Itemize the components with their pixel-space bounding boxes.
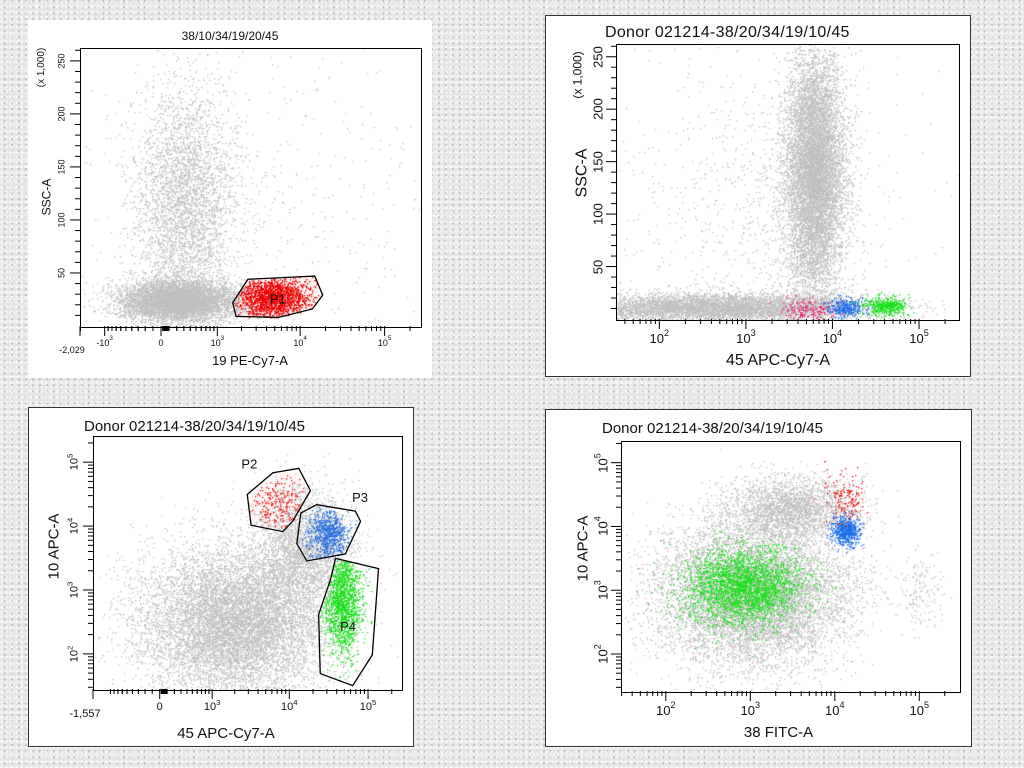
x-tick-label: 103 (210, 335, 225, 348)
x-tick-label: 104 (825, 700, 845, 718)
x-tick-label: 103 (203, 698, 221, 713)
plot-area (616, 44, 960, 321)
plot-panel-4: Donor 021214-38/20/34/19/10/45 38 FITC-A… (545, 409, 972, 747)
x-tick-label: 103 (740, 700, 761, 718)
gate-label-p1: P1 (270, 291, 286, 306)
x-tick-label: 0 (156, 701, 163, 713)
x-tick-label: 104 (281, 698, 298, 713)
y-tick-label: 250 (590, 45, 606, 68)
x-tick-label: 105 (359, 698, 377, 713)
y-tick-label: 50 (56, 267, 67, 278)
y-tick-label: 150 (56, 159, 67, 175)
plot-title: Donor 021214-38/20/34/19/10/45 (84, 418, 306, 435)
x-tick-label: 105 (909, 328, 929, 346)
y-tick-label: 105 (592, 452, 611, 473)
x-axis-label: 19 PE-Cy7-A (212, 353, 288, 368)
x-tick-label: 102 (649, 328, 670, 346)
x-tick-label: -2,029 (59, 345, 85, 355)
y-tick-label: 104 (65, 517, 81, 535)
scatter-points (94, 437, 402, 690)
y-axis-multiplier: (x 1,000) (570, 51, 585, 99)
x-axis-label: 38 FITC-A (743, 724, 814, 741)
x-axis-label: 45 APC-Cy7-A (725, 352, 831, 369)
gate-layer (617, 45, 959, 320)
plot-title: Donor 021214-38/20/34/19/10/45 (602, 420, 824, 437)
x-tick-label: -1,557 (69, 708, 101, 720)
x-tick-label: 103 (736, 328, 756, 346)
y-tick-label: 102 (592, 644, 611, 664)
y-tick-label: 150 (590, 150, 606, 173)
plot-area: P2 P3 P4 (93, 436, 403, 691)
y-tick-label: 103 (65, 581, 81, 599)
gate-p4[interactable] (317, 557, 380, 687)
plot-panel-2: Donor 021214-38/20/34/19/10/45 45 APC-Cy… (545, 15, 971, 377)
gate-p3[interactable] (296, 504, 362, 562)
y-axis-label: 10 APC-A (574, 515, 592, 582)
x-tick-label: 105 (377, 335, 392, 348)
y-axis-label: SSC-A (39, 178, 54, 216)
plot-panel-3: Donor 021214-38/20/34/19/10/45 P2 P3 P4 45… (28, 407, 414, 747)
plot-title: Donor 021214-38/20/34/19/10/45 (605, 24, 850, 41)
gate-layer (622, 442, 960, 692)
gate-label-p3: P3 (352, 490, 368, 505)
x-tick-label: -103 (96, 335, 113, 348)
x-axis-label: 45 APC-Cy7-A (177, 725, 275, 742)
gate-layer: P2 P3 P4 (241, 457, 380, 687)
y-axis-multiplier: (x 1,000) (36, 47, 48, 88)
y-tick-label: 100 (56, 212, 67, 228)
x-tick-label: 104 (822, 328, 843, 346)
scatter-points (617, 45, 959, 320)
gate-label-p4: P4 (340, 619, 356, 634)
y-tick-label: 102 (65, 645, 81, 663)
y-tick-label: 200 (56, 106, 67, 122)
plot-title: 38/10/34/19/20/45 (181, 29, 279, 43)
x-tick-label: 102 (656, 700, 676, 718)
y-tick-label: 104 (592, 516, 611, 537)
y-tick-label: 105 (65, 453, 81, 471)
gate-label-p2: P2 (241, 457, 257, 472)
y-tick-label: 100 (590, 203, 606, 225)
y-tick-label: 200 (590, 98, 606, 121)
gate-layer: P1 (232, 275, 324, 319)
gate-p2[interactable] (246, 467, 312, 533)
scatter-points (622, 442, 960, 692)
y-tick-label: 50 (590, 259, 606, 274)
gate-p1[interactable] (232, 275, 324, 319)
y-axis-label: 10 APC-A (45, 513, 63, 580)
plot-area (621, 441, 961, 693)
plot-area: P1 (80, 48, 422, 328)
x-tick-label: 105 (909, 700, 930, 718)
plot-panel-1: 38/10/34/19/20/45 P1 19 PE-Cy7-A SSC-A (… (28, 20, 432, 378)
y-tick-label: 250 (56, 53, 67, 69)
y-tick-label: 103 (592, 580, 611, 600)
scatter-points (81, 49, 421, 327)
x-tick-label: 0 (158, 338, 164, 348)
y-axis-label: SSC-A (573, 148, 591, 198)
x-tick-label: 104 (293, 335, 307, 348)
